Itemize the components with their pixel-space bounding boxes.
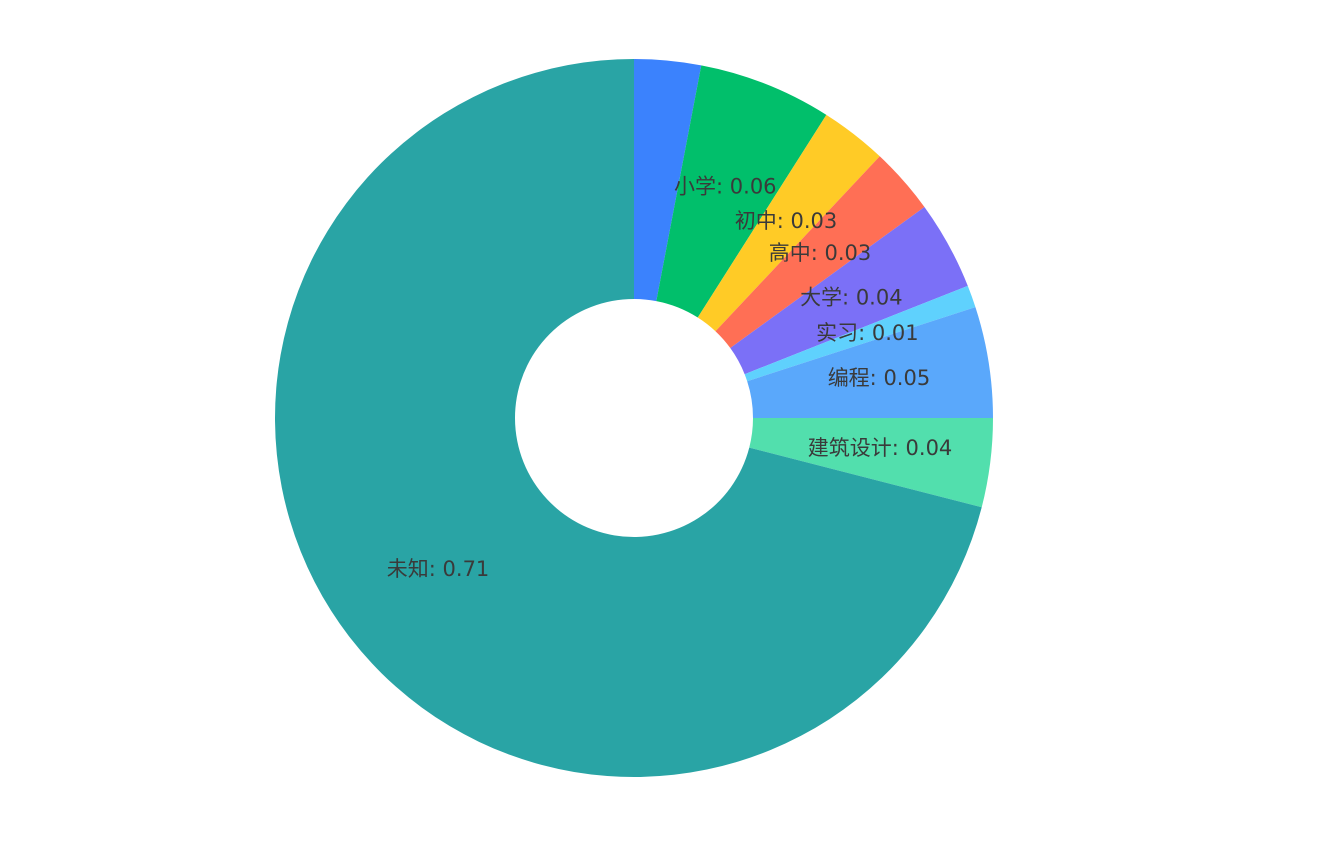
slice-label-6: 编程: 0.05	[828, 366, 931, 390]
slice-2[interactable]	[697, 114, 880, 332]
slice-0-unlabeled[interactable]	[634, 59, 702, 302]
slice-7[interactable]	[749, 418, 993, 508]
slice-4[interactable]	[730, 206, 968, 375]
slice-label-3: 高中: 0.03	[769, 241, 872, 265]
slice-label-4: 大学: 0.04	[800, 286, 903, 310]
slices-layer	[274, 59, 993, 777]
slice-3[interactable]	[715, 156, 925, 349]
slice-5[interactable]	[744, 285, 976, 382]
labels-layer: 小学: 0.06 初中: 0.03 高中: 0.03 大学: 0.04 实习: 0.01…	[387, 174, 953, 581]
slice-1[interactable]	[656, 65, 827, 318]
slice-label-7: 建筑设计: 0.04	[808, 436, 953, 460]
slice-8[interactable]	[274, 59, 982, 777]
slice-6[interactable]	[747, 307, 993, 418]
slice-label-2: 初中: 0.03	[735, 209, 838, 233]
slice-label-1: 小学: 0.06	[674, 174, 777, 198]
slice-label-8: 未知: 0.71	[387, 557, 490, 581]
slice-label-5: 实习: 0.01	[816, 321, 919, 345]
